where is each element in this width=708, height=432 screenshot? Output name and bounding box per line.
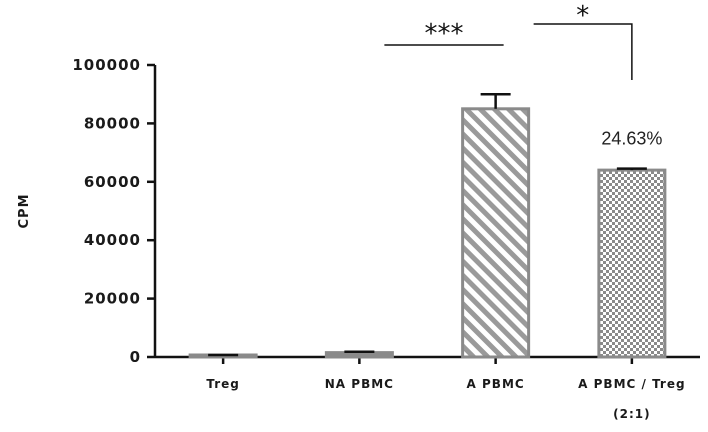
bars-group: [188, 92, 667, 359]
category-label: A PBMC / Treg: [578, 377, 685, 391]
y-tick-label: 80000: [84, 114, 141, 132]
category-label: NA PBMC: [325, 377, 394, 391]
y-tick-label: 100000: [72, 56, 141, 74]
bar: [597, 168, 667, 359]
significance-stars: ***: [425, 19, 464, 49]
y-tick-label: 40000: [84, 231, 141, 249]
labels-group: 0 20000 40000 60000 80000 100000 CPM Treg NA PBM…: [17, 56, 685, 421]
bar: [461, 107, 531, 359]
y-tick-label: 20000: [84, 290, 141, 308]
category-sublabel: (2:1): [613, 407, 650, 421]
category-label: Treg: [206, 377, 240, 391]
percent-annotation: 24.63%: [601, 129, 662, 149]
significance-stars: *: [576, 1, 589, 31]
y-axis-label: CPM: [17, 193, 32, 228]
category-label: A PBMC: [467, 377, 525, 391]
annotations-group: ****24.63%: [384, 1, 662, 149]
significance-bracket: [533, 23, 633, 80]
bar: [324, 351, 394, 359]
y-tick-label: 0: [130, 348, 141, 366]
y-tick-label: 60000: [84, 173, 141, 191]
